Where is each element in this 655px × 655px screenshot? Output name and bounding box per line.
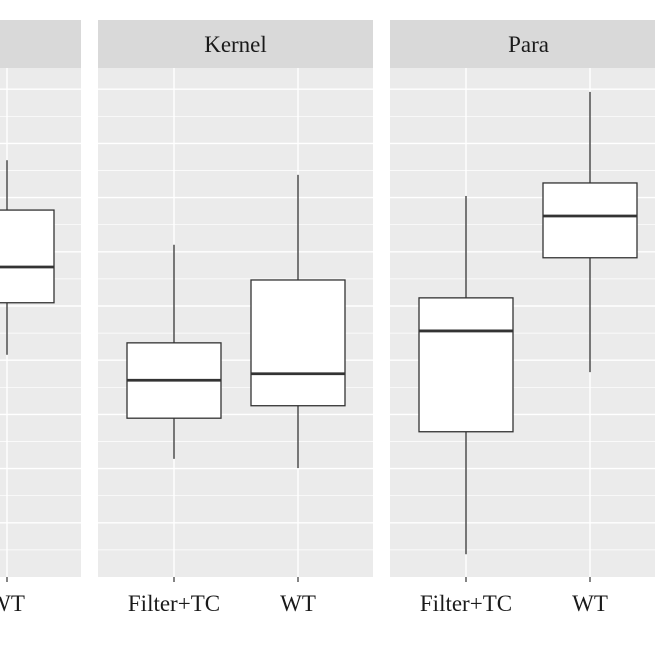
boxplot-filter-tc <box>418 195 514 555</box>
boxplot-wt <box>542 91 638 373</box>
box-iqr <box>250 279 346 407</box>
box-iqr <box>418 297 514 433</box>
box-iqr <box>0 209 55 304</box>
x-tick-label: Filter+TC <box>128 591 220 616</box>
panel-background <box>0 68 81 577</box>
x-tick-label: Filter+TC <box>420 591 512 616</box>
box-iqr <box>542 182 638 259</box>
boxplot-wt <box>0 160 55 355</box>
strip-label: Para <box>508 32 549 57</box>
boxplot-wt <box>250 174 346 469</box>
strip-background <box>0 20 81 68</box>
boxplot-filter-tc <box>126 244 222 459</box>
facet-panel-para: Para Filter+TC WT <box>390 20 655 616</box>
facet-panel-kernel: Kernel Filter+TC WT <box>98 20 373 616</box>
strip-background <box>390 20 655 68</box>
x-tick-label: WT <box>280 591 316 616</box>
strip-label: Kernel <box>204 32 267 57</box>
x-tick-label: WT <box>572 591 608 616</box>
strip-background <box>98 20 373 68</box>
facet-panel-left: WT <box>0 20 81 616</box>
x-tick-label: WT <box>0 591 25 616</box>
